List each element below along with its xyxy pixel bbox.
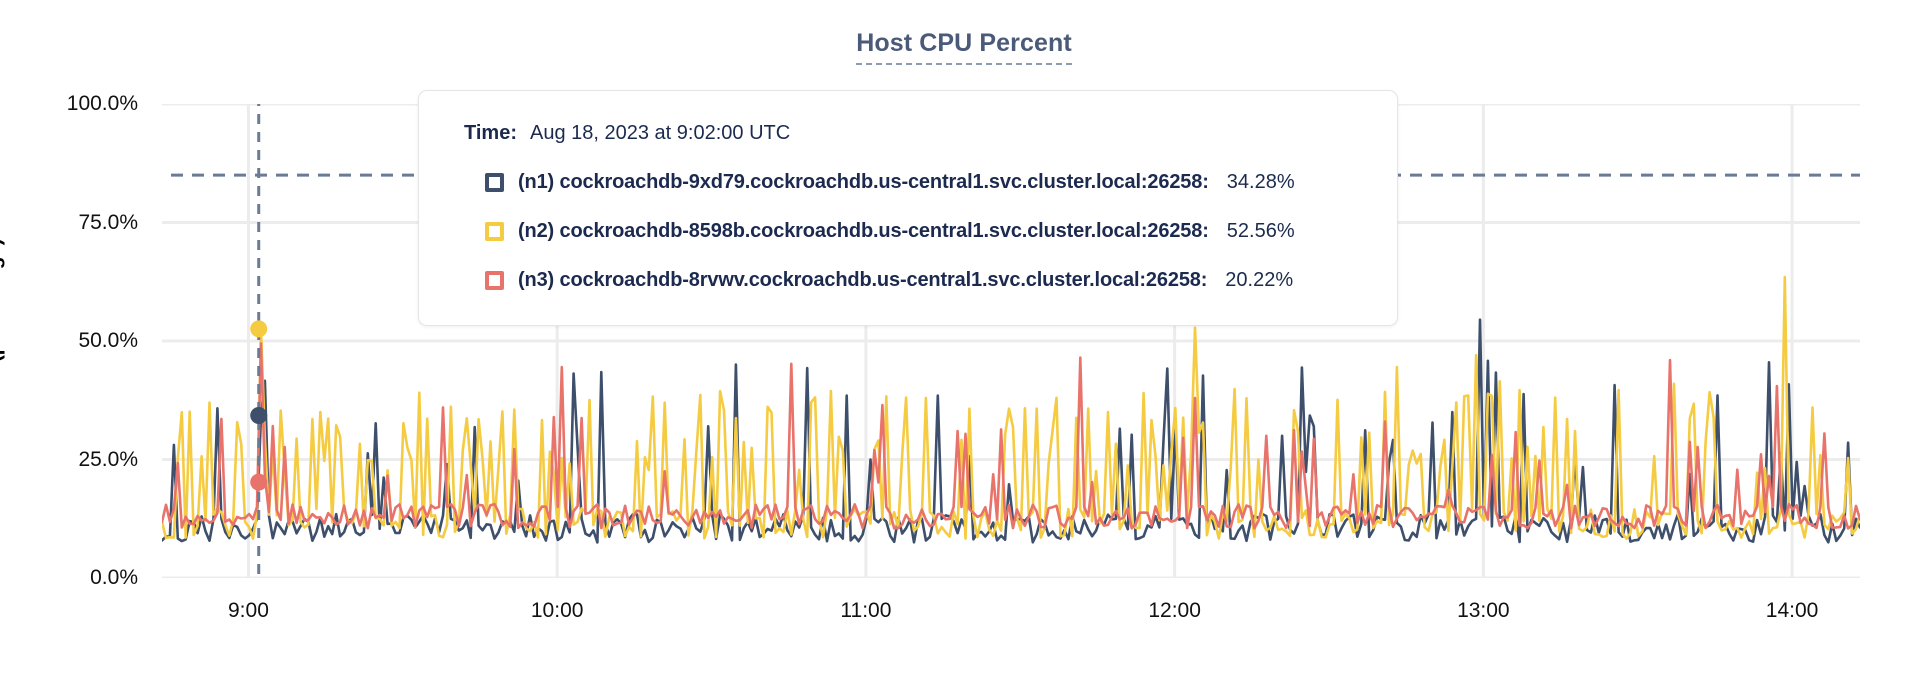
tooltip-series-value: 20.22%	[1225, 269, 1294, 291]
x-axis-tick-label: 13:00	[1457, 599, 1510, 622]
tooltip-series-value: 52.56%	[1226, 220, 1295, 242]
tooltip-series-name: (n3) cockroachdb-8rvwv.cockroachdb.us-ce…	[518, 269, 1208, 291]
y-axis-title: CPU (percentage)	[0, 238, 5, 412]
y-axis-tick-label: 50.0%	[78, 329, 138, 352]
series-line-n2	[162, 275, 1860, 540]
chart-title-text: Host CPU Percent	[856, 28, 1072, 65]
tooltip-series-name: (n2) cockroachdb-8598b.cockroachdb.us-ce…	[518, 220, 1209, 242]
cursor-point-n3	[250, 473, 268, 491]
tooltip-series-row: (n1) cockroachdb-9xd79.cockroachdb.us-ce…	[445, 158, 1371, 207]
chart-title: Host CPU Percent	[0, 28, 1928, 65]
chart-tooltip: Time: Aug 18, 2023 at 9:02:00 UTC (n1) c…	[418, 90, 1398, 326]
x-axis-tick-label: 14:00	[1765, 599, 1819, 622]
tooltip-series-value: 34.28%	[1226, 171, 1295, 193]
tooltip-time-value: Aug 18, 2023 at 9:02:00 UTC	[530, 122, 791, 144]
tooltip-series-rows: (n1) cockroachdb-9xd79.cockroachdb.us-ce…	[445, 158, 1371, 305]
cursor-point-n2	[250, 320, 268, 338]
y-axis-tick-label: 100.0%	[66, 92, 138, 115]
tooltip-series-name: (n1) cockroachdb-9xd79.cockroachdb.us-ce…	[518, 171, 1209, 193]
tooltip-series-row: (n3) cockroachdb-8rvwv.cockroachdb.us-ce…	[445, 256, 1371, 305]
series-color-swatch-icon	[485, 222, 504, 241]
tooltip-time-label: Time:	[464, 122, 517, 144]
y-axis-tick-label: 75.0%	[78, 210, 138, 234]
tooltip-time-row: Time: Aug 18, 2023 at 9:02:00 UTC	[445, 109, 1371, 158]
tooltip-series-row: (n2) cockroachdb-8598b.cockroachdb.us-ce…	[445, 207, 1371, 256]
series-color-swatch-icon	[485, 271, 504, 290]
x-axis-tick-label: 9:00	[228, 599, 269, 622]
x-axis-tick-label: 10:00	[530, 599, 584, 622]
y-axis-tick-label: 25.0%	[78, 447, 138, 471]
cursor-point-n1	[250, 407, 268, 425]
x-axis-tick-label: 12:00	[1148, 599, 1201, 622]
y-axis-tick-label: 0.0%	[90, 566, 138, 589]
series-color-swatch-icon	[485, 173, 504, 192]
series-line-n3	[162, 342, 1860, 530]
x-axis-tick-label: 11:00	[840, 599, 892, 622]
